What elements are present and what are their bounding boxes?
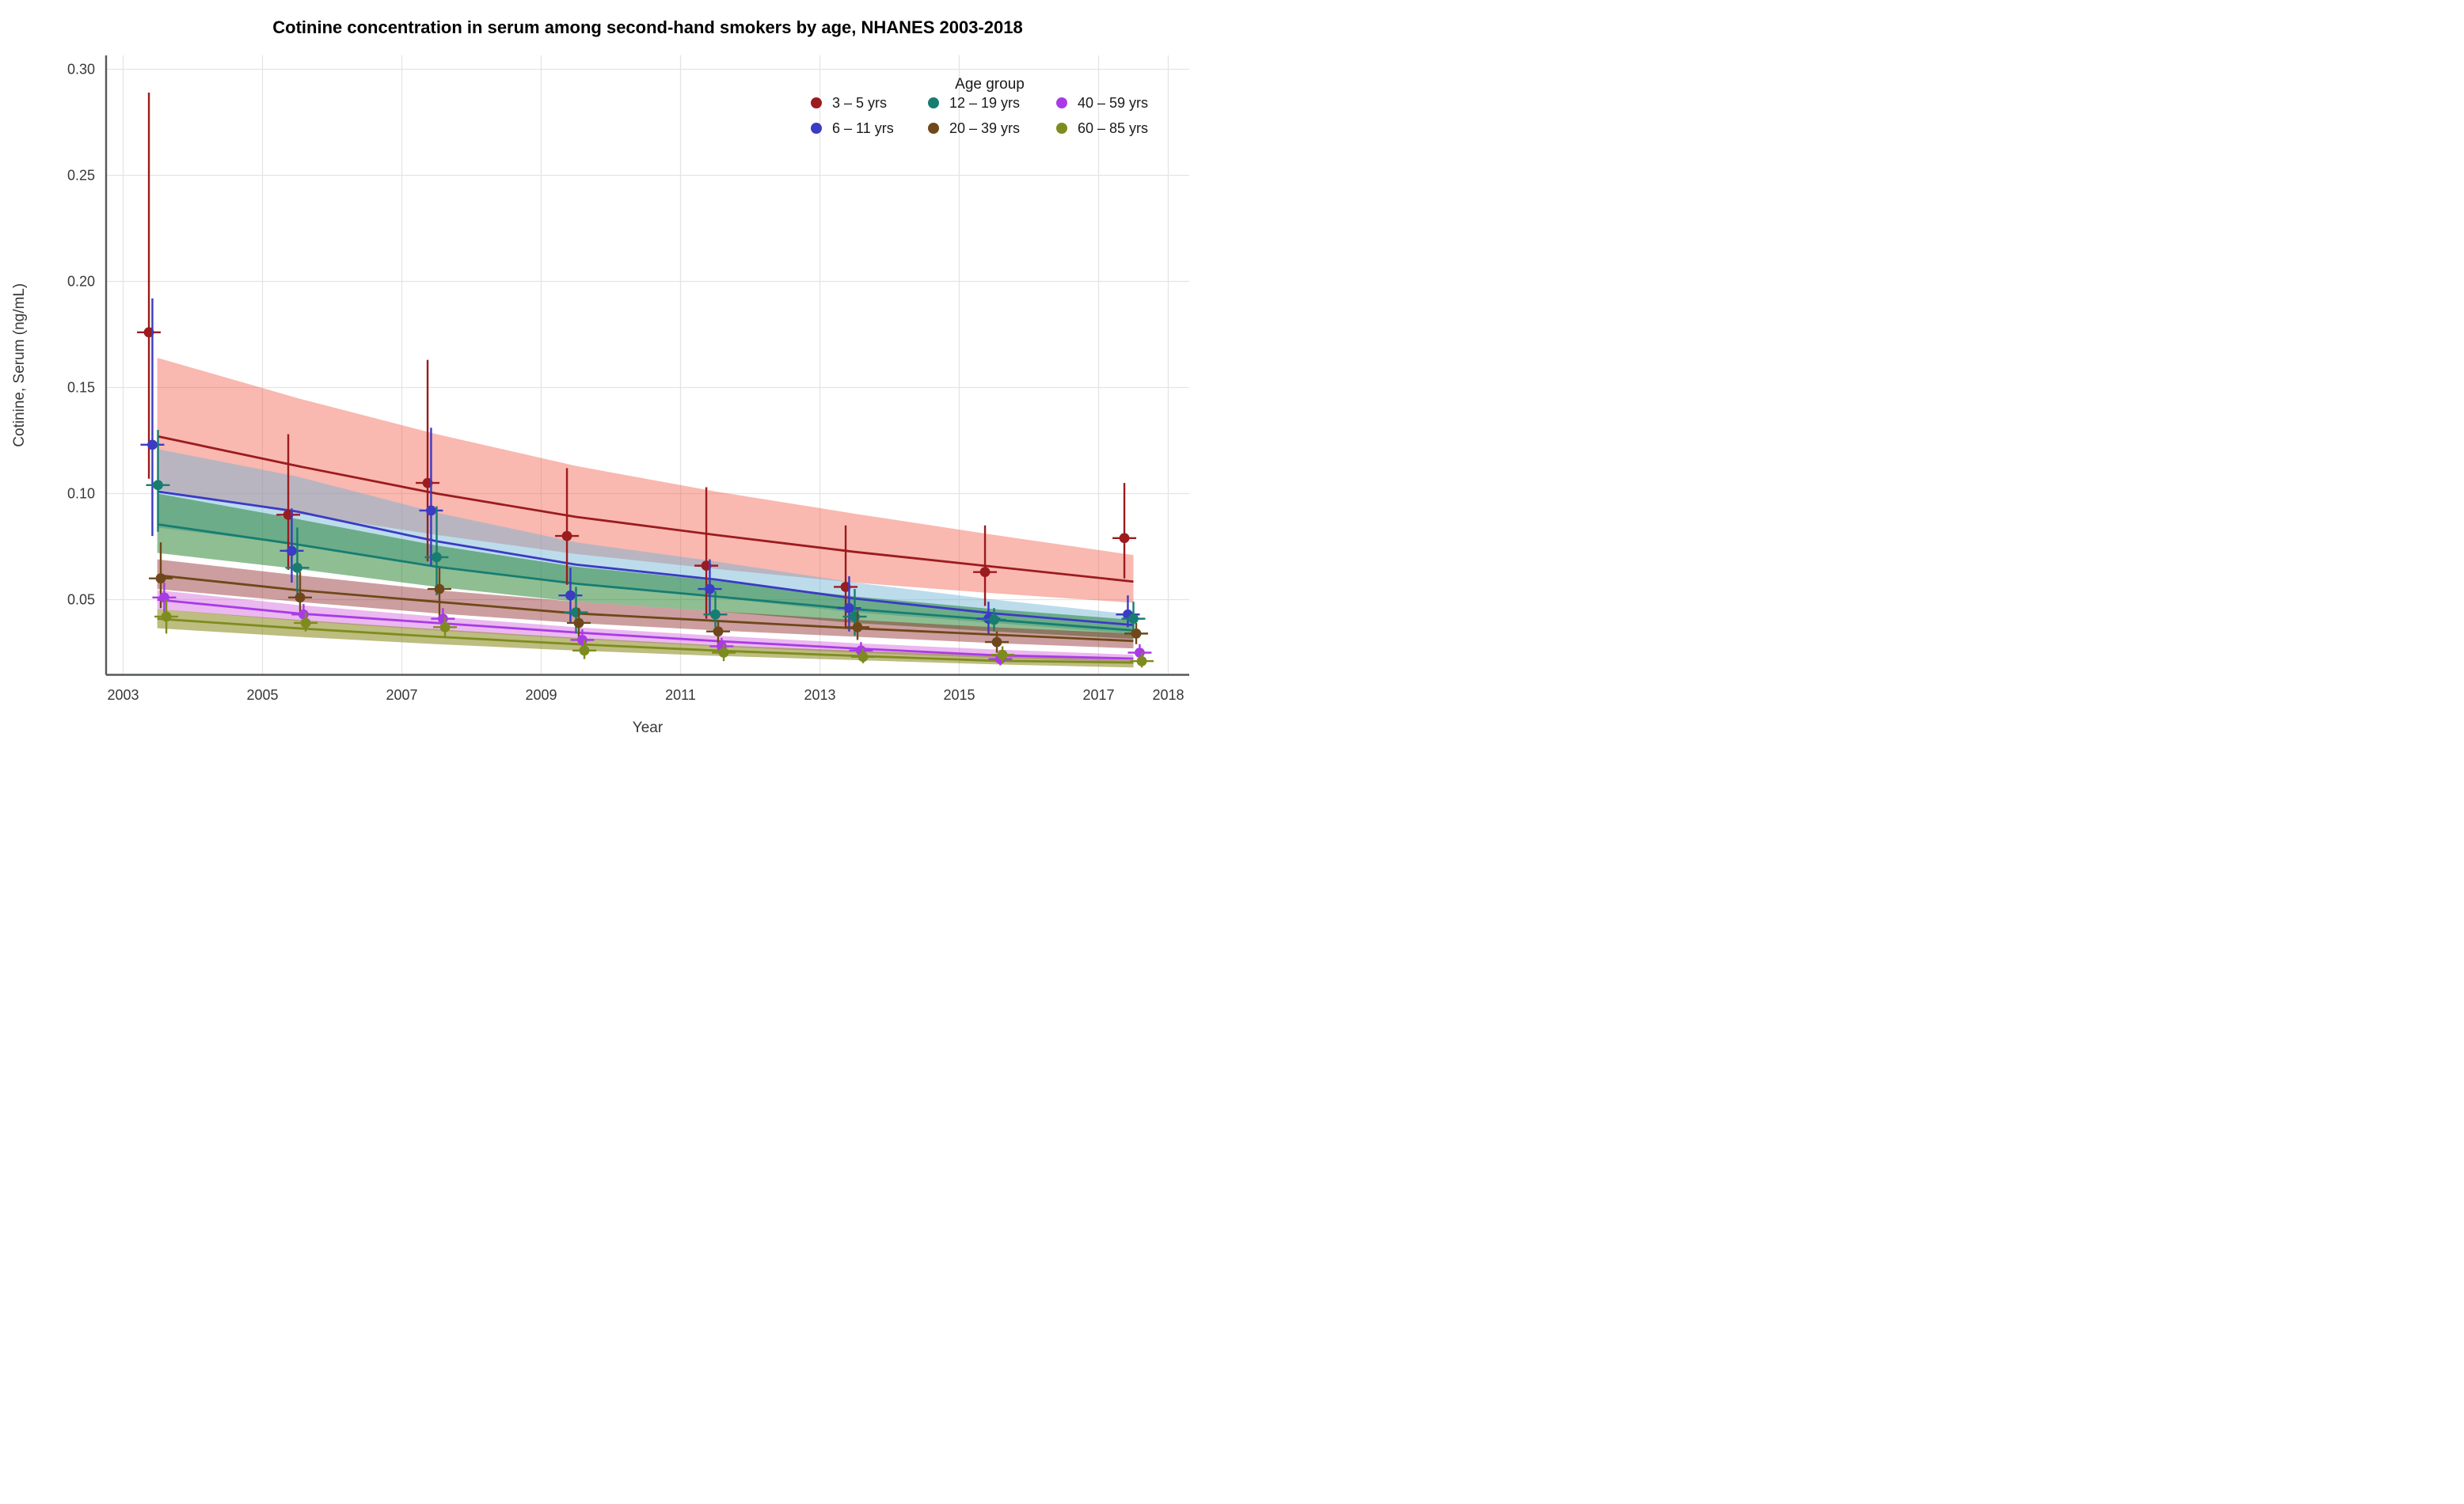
data-point — [565, 590, 576, 601]
x-tick-label: 2017 — [1082, 687, 1114, 703]
x-tick-label: 2007 — [386, 687, 417, 703]
legend-marker-dot — [1056, 123, 1067, 134]
data-point — [438, 613, 448, 625]
data-point — [997, 649, 1008, 660]
data-point — [161, 611, 172, 622]
x-tick-label: 2013 — [804, 687, 835, 703]
data-point — [991, 636, 1002, 648]
legend-marker-dot — [1056, 97, 1067, 108]
data-point — [292, 562, 302, 573]
x-tick-label: 2018 — [1152, 687, 1184, 703]
data-point — [422, 477, 433, 488]
data-point — [300, 617, 311, 629]
legend-marker-dot — [928, 97, 939, 108]
data-point — [857, 651, 869, 663]
data-point — [432, 552, 442, 563]
chart-canvas: 0.05 0.10 0.15 0.20 0.25 0.30 2003 2005 2007 2009… — [11, 17, 1189, 736]
trend-line — [157, 617, 1134, 664]
y-tick-label: 0.05 — [67, 592, 95, 608]
legend-marker-dot — [811, 123, 822, 134]
legend-marker-dot — [928, 123, 939, 134]
confidence-band — [157, 559, 1134, 649]
confidence-band — [157, 590, 1134, 663]
y-tick-label: 0.10 — [67, 486, 95, 502]
trend-line — [157, 574, 1134, 643]
data-point — [1135, 648, 1145, 658]
x-tick-label: 2003 — [107, 687, 139, 703]
confidence-band — [157, 609, 1134, 668]
data-point — [852, 621, 863, 632]
data-point — [979, 567, 991, 578]
legend-title: Age group — [955, 76, 1025, 93]
data-point — [573, 617, 584, 629]
data-point — [153, 480, 163, 491]
data-point — [439, 621, 451, 632]
x-tick-label: 2011 — [665, 687, 696, 703]
legend-entry-label: 20 – 39 yrs — [949, 120, 1020, 136]
confidence-band — [157, 357, 1134, 603]
y-tick-label: 0.20 — [67, 274, 95, 290]
data-point — [1131, 628, 1142, 639]
y-axis-title: Cotinine, Serum (ng/mL) — [11, 283, 28, 447]
data-point — [159, 592, 169, 603]
data-point — [710, 609, 721, 620]
chart-figure: 0.05 0.10 0.15 0.20 0.25 0.30 2003 2005 2007 2009… — [0, 0, 1232, 752]
legend-entry-label: 12 – 19 yrs — [949, 95, 1020, 111]
legend-marker-dot — [811, 97, 822, 108]
legend-entry-label: 60 – 85 yrs — [1078, 120, 1148, 136]
legend-entry-label: 3 – 5 yrs — [832, 95, 887, 111]
data-point — [713, 626, 724, 637]
data-point — [1128, 613, 1139, 625]
trend-line — [157, 598, 1134, 660]
trend-line — [157, 435, 1134, 583]
data-point — [844, 602, 854, 613]
legend-entry-label: 6 – 11 yrs — [832, 120, 894, 136]
confidence-band — [157, 449, 1134, 634]
data-point — [1119, 533, 1130, 544]
data-point — [434, 583, 445, 594]
data-point — [295, 592, 306, 603]
data-point — [718, 648, 729, 658]
data-point — [298, 609, 309, 620]
data-point — [989, 614, 999, 625]
x-tick-label: 2015 — [943, 687, 975, 703]
data-point — [287, 545, 297, 556]
x-tick-label: 2005 — [246, 687, 278, 703]
y-tick-label: 0.30 — [67, 62, 95, 78]
data-point — [1136, 655, 1147, 667]
data-point — [579, 645, 590, 656]
chart-title: Cotinine concentration in serum among se… — [272, 17, 1022, 37]
data-point — [701, 560, 712, 572]
y-tick-label: 0.15 — [67, 380, 95, 396]
trend-line — [157, 490, 1134, 627]
data-point — [155, 573, 166, 584]
data-point — [577, 635, 587, 645]
legend-entry-label: 40 – 59 yrs — [1078, 95, 1148, 111]
trend-line — [157, 522, 1134, 632]
data-point — [705, 583, 715, 594]
y-tick-label: 0.25 — [67, 168, 95, 184]
x-tick-label: 2009 — [525, 687, 557, 703]
x-axis-title: Year — [633, 720, 664, 736]
data-point — [426, 505, 436, 516]
data-point — [147, 439, 158, 450]
data-point — [561, 530, 572, 541]
